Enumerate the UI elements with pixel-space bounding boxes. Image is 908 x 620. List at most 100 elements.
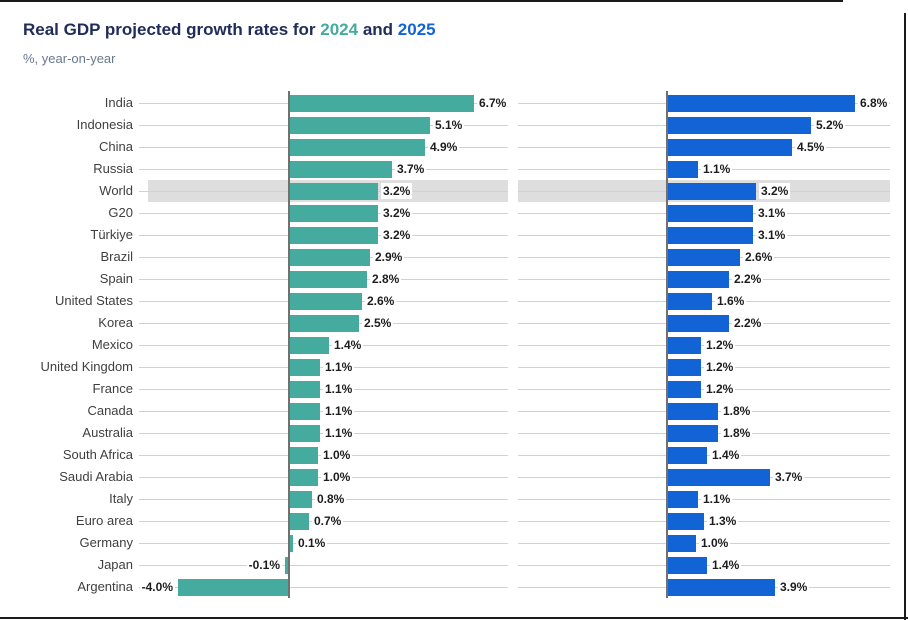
category-label: G20 (108, 205, 133, 220)
bar-2024 (290, 248, 370, 266)
value-label-2025: 1.4% (710, 557, 742, 573)
bar-2025 (668, 556, 707, 574)
value-label-2025: 4.5% (795, 139, 827, 155)
value-label-2025: 5.2% (814, 117, 846, 133)
category-label: Italy (109, 491, 133, 506)
leader-line-2025 (518, 521, 890, 522)
bar-2025 (668, 314, 729, 332)
bar-2025 (668, 248, 740, 266)
value-label-2024: 3.2% (381, 227, 413, 243)
bar-2024 (290, 292, 362, 310)
bar-2025 (668, 534, 696, 552)
category-label: United Kingdom (40, 359, 134, 374)
value-label-2025: 3.7% (773, 469, 805, 485)
value-label-2024: 5.1% (433, 117, 465, 133)
value-label-2025: 1.2% (704, 381, 736, 397)
category-label: China (99, 139, 133, 154)
category-label: World (99, 183, 133, 198)
value-label-2025: 3.1% (756, 227, 788, 243)
bar-2024 (290, 336, 329, 354)
bar-2025 (668, 402, 718, 420)
bar-2024 (290, 446, 318, 464)
axis-line-2025 (666, 91, 668, 598)
bar-2025 (668, 138, 792, 156)
value-label-2024: 1.1% (323, 359, 355, 375)
category-label: Korea (98, 315, 133, 330)
bar-2025 (668, 204, 753, 222)
category-label: United States (54, 293, 133, 308)
value-label-2024: 2.5% (362, 315, 394, 331)
value-label-2024: -4.0% (139, 579, 175, 595)
value-label-2025: 3.1% (756, 205, 788, 221)
bar-2024 (290, 270, 367, 288)
value-label-2024: 0.8% (315, 491, 347, 507)
leader-line-2024 (139, 587, 508, 588)
bar-2025 (668, 446, 707, 464)
bar-2024 (290, 116, 430, 134)
chart-title: Real GDP projected growth rates for 2024… (23, 20, 436, 40)
value-label-2024: 2.8% (370, 271, 402, 287)
value-label-2025: 2.2% (732, 315, 764, 331)
bar-2024 (290, 468, 318, 486)
category-label: Mexico (91, 337, 133, 352)
bar-2024 (285, 556, 288, 574)
value-label-2025: 1.8% (721, 425, 753, 441)
leader-line-2024 (139, 565, 508, 566)
bar-2025 (668, 578, 775, 596)
chart-subtitle: %, year-on-year (23, 51, 116, 66)
value-label-2025: 1.0% (699, 535, 731, 551)
category-label: Euro area (75, 513, 133, 528)
title-prefix: Real GDP projected growth rates for (23, 20, 316, 39)
bar-2025 (668, 182, 756, 200)
bar-2024 (290, 424, 320, 442)
category-label: Australia (82, 425, 133, 440)
bar-2025 (668, 292, 712, 310)
category-label: Russia (93, 161, 133, 176)
value-label-2024: 2.6% (365, 293, 397, 309)
value-label-2025: 1.2% (704, 337, 736, 353)
bar-2024 (290, 204, 378, 222)
bar-2025 (668, 336, 701, 354)
bar-2024 (290, 534, 293, 552)
category-label: France (92, 381, 133, 396)
value-label-2024: 4.9% (428, 139, 460, 155)
value-label-2024: 3.2% (381, 183, 413, 199)
frame-border-top (0, 0, 843, 2)
bar-2024 (290, 182, 378, 200)
value-label-2025: 6.8% (858, 95, 890, 111)
axis-line-2024 (288, 91, 290, 598)
value-label-2024: 1.1% (323, 425, 355, 441)
category-label: Spain (99, 271, 133, 286)
value-label-2024: 2.9% (373, 249, 405, 265)
category-label: South Africa (62, 447, 133, 462)
bar-2025 (668, 270, 729, 288)
category-label: Türkiye (90, 227, 133, 242)
bar-2024 (290, 138, 425, 156)
bar-2024 (290, 226, 378, 244)
value-label-2025: 1.1% (701, 491, 733, 507)
bar-2024 (290, 160, 392, 178)
value-label-2024: 6.7% (477, 95, 509, 111)
value-label-2024: 1.1% (323, 403, 355, 419)
value-label-2025: 3.2% (759, 183, 791, 199)
value-label-2025: 1.4% (710, 447, 742, 463)
bar-2024 (290, 512, 309, 530)
value-label-2025: 2.6% (743, 249, 775, 265)
value-label-2025: 2.2% (732, 271, 764, 287)
value-label-2024: -0.1% (246, 557, 282, 573)
bar-2025 (668, 424, 718, 442)
bar-2024 (290, 490, 312, 508)
bar-2024 (290, 94, 474, 112)
bar-2024 (178, 578, 288, 596)
bar-2025 (668, 358, 701, 376)
category-label: Brazil (100, 249, 133, 264)
category-label: Argentina (77, 579, 133, 594)
value-label-2025: 1.6% (715, 293, 747, 309)
bar-2024 (290, 380, 320, 398)
category-label: Germany (79, 535, 133, 550)
value-label-2025: 3.9% (778, 579, 810, 595)
bar-2025 (668, 116, 811, 134)
value-label-2024: 1.4% (332, 337, 364, 353)
value-label-2024: 3.2% (381, 205, 413, 221)
